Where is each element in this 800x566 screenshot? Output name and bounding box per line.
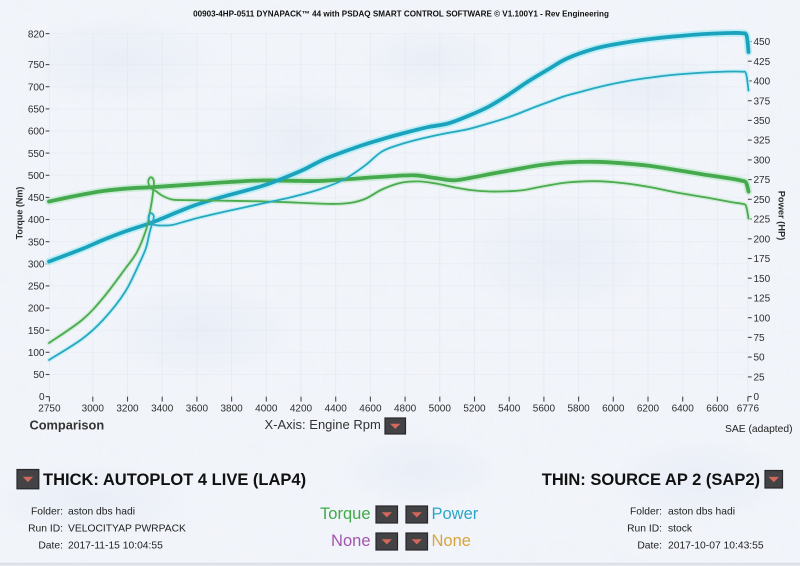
- svg-text:Torque: Torque: [320, 505, 370, 523]
- svg-text:500: 500: [28, 171, 45, 182]
- svg-text:125: 125: [754, 294, 771, 305]
- svg-text:6776: 6776: [737, 404, 760, 415]
- svg-text:Comparison: Comparison: [30, 418, 105, 433]
- svg-text:aston dbs hadi: aston dbs hadi: [68, 507, 135, 518]
- svg-text:150: 150: [28, 326, 45, 337]
- svg-text:350: 350: [754, 116, 771, 127]
- svg-text:600: 600: [28, 127, 45, 138]
- svg-text:4000: 4000: [255, 404, 278, 415]
- svg-text:5200: 5200: [463, 404, 486, 415]
- svg-text:3400: 3400: [151, 404, 174, 415]
- svg-text:2750: 2750: [38, 404, 61, 415]
- svg-text:175: 175: [754, 254, 771, 265]
- svg-text:THIN: SOURCE AP 2 (SAP2): THIN: SOURCE AP 2 (SAP2): [542, 471, 760, 489]
- svg-text:5600: 5600: [533, 404, 556, 415]
- svg-text:Run ID:: Run ID:: [627, 524, 662, 535]
- svg-text:450: 450: [28, 193, 45, 204]
- svg-text:225: 225: [754, 215, 771, 226]
- svg-text:VELOCITYAP PWRPACK: VELOCITYAP PWRPACK: [68, 524, 186, 535]
- svg-text:375: 375: [754, 96, 771, 107]
- svg-text:425: 425: [754, 57, 771, 68]
- svg-text:6600: 6600: [706, 404, 729, 415]
- svg-text:150: 150: [754, 274, 771, 285]
- svg-text:5000: 5000: [429, 404, 452, 415]
- svg-text:50: 50: [33, 370, 45, 381]
- svg-text:Date:: Date:: [38, 540, 63, 551]
- svg-text:6200: 6200: [637, 404, 660, 415]
- svg-text:250: 250: [28, 282, 45, 293]
- svg-text:75: 75: [754, 333, 766, 344]
- svg-text:5400: 5400: [498, 404, 521, 415]
- svg-text:100: 100: [28, 348, 45, 359]
- svg-text:Run ID:: Run ID:: [28, 524, 63, 535]
- svg-text:50: 50: [754, 353, 766, 364]
- svg-text:5800: 5800: [567, 404, 590, 415]
- svg-text:275: 275: [754, 175, 771, 186]
- svg-text:4800: 4800: [394, 404, 417, 415]
- svg-text:3200: 3200: [116, 404, 139, 415]
- svg-text:250: 250: [754, 195, 771, 206]
- svg-text:2017-11-15 10:04:55: 2017-11-15 10:04:55: [68, 540, 163, 551]
- svg-text:750: 750: [28, 60, 45, 71]
- svg-text:2017-10-07 10:43:55: 2017-10-07 10:43:55: [668, 540, 764, 551]
- svg-text:SAE (adapted): SAE (adapted): [725, 424, 793, 435]
- svg-text:3800: 3800: [220, 404, 243, 415]
- svg-text:325: 325: [754, 136, 771, 147]
- svg-text:650: 650: [28, 105, 45, 116]
- svg-text:400: 400: [28, 215, 45, 226]
- svg-text:stock: stock: [668, 524, 693, 535]
- svg-text:200: 200: [754, 234, 771, 245]
- svg-text:Folder:: Folder:: [31, 507, 63, 518]
- svg-text:6000: 6000: [602, 404, 625, 415]
- svg-text:25: 25: [754, 373, 766, 384]
- svg-text:350: 350: [28, 237, 45, 248]
- svg-text:400: 400: [754, 77, 771, 88]
- svg-text:6400: 6400: [672, 404, 695, 415]
- svg-text:X-Axis: Engine Rpm: X-Axis: Engine Rpm: [265, 417, 381, 432]
- svg-text:0: 0: [39, 392, 45, 403]
- svg-text:300: 300: [754, 156, 771, 167]
- svg-text:450: 450: [754, 37, 771, 48]
- svg-text:3000: 3000: [82, 404, 105, 415]
- svg-text:00903-4HP-0511 DYNAPACK™ 44 wi: 00903-4HP-0511 DYNAPACK™ 44 with PSDAQ S…: [193, 10, 609, 19]
- svg-text:Folder:: Folder:: [630, 507, 662, 518]
- svg-text:4600: 4600: [359, 404, 382, 415]
- svg-text:700: 700: [28, 82, 45, 93]
- svg-text:0: 0: [754, 392, 760, 403]
- svg-text:820: 820: [28, 29, 45, 40]
- svg-text:THICK: AUTOPLOT 4 LIVE (LAP4): THICK: AUTOPLOT 4 LIVE (LAP4): [43, 471, 306, 489]
- svg-text:200: 200: [28, 304, 45, 315]
- svg-text:None: None: [331, 532, 370, 550]
- svg-text:aston dbs hadi: aston dbs hadi: [668, 507, 735, 518]
- svg-text:Power (HP): Power (HP): [777, 191, 787, 241]
- svg-text:Power: Power: [432, 505, 479, 523]
- svg-text:4400: 4400: [325, 404, 348, 415]
- svg-text:300: 300: [28, 259, 45, 270]
- svg-text:3600: 3600: [186, 404, 209, 415]
- svg-text:4200: 4200: [290, 404, 313, 415]
- svg-text:100: 100: [754, 313, 771, 324]
- svg-text:Torque (Nm): Torque (Nm): [15, 187, 25, 240]
- svg-text:Date:: Date:: [637, 540, 662, 551]
- svg-text:550: 550: [28, 149, 45, 160]
- svg-text:None: None: [432, 532, 471, 550]
